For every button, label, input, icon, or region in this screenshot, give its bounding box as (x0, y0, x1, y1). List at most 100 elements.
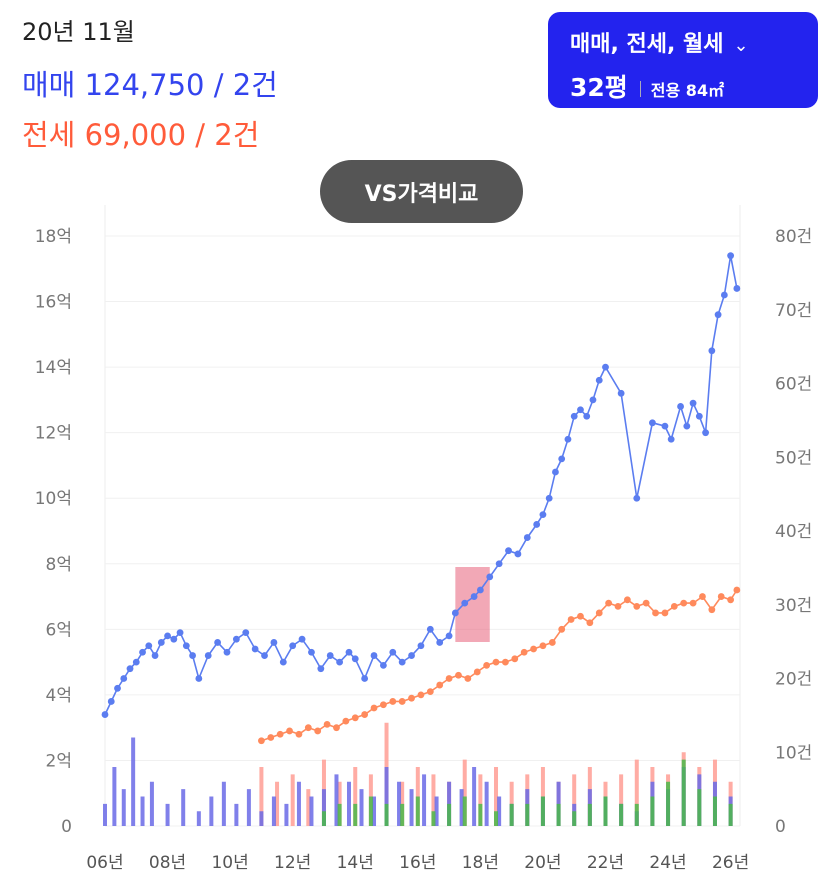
y2-tick-label: 0 (775, 817, 786, 837)
jeonse-volume-bar (306, 789, 311, 826)
sale-volume-bar (397, 781, 402, 826)
jeonse-price-point (614, 602, 622, 610)
y-tick-label: 6억 (46, 620, 72, 640)
sale-volume-bar (112, 767, 117, 826)
sale-price-point (539, 511, 547, 519)
wolse-volume-bar (540, 796, 545, 826)
wolse-volume-bar (603, 796, 608, 826)
chevron-down-icon: ⌄ (733, 35, 749, 56)
sale-price-point (649, 419, 656, 427)
sale-price-point (720, 291, 728, 299)
sale-price-point (708, 347, 716, 355)
sale-price-point (426, 625, 434, 633)
sale-price-point (552, 468, 559, 476)
y2-tick-label: 30건 (775, 596, 812, 616)
jeonse-price-point (426, 688, 434, 696)
sale-price-point (270, 639, 278, 646)
sale-price-point (120, 675, 128, 682)
wolse-volume-bar (447, 803, 452, 826)
sale-volume-bar (271, 796, 276, 826)
sale-price-point (223, 648, 231, 656)
jeonse-price-point (530, 645, 537, 653)
jeonse-volume-bar (462, 759, 467, 826)
wolse-volume-bar (681, 759, 686, 826)
sale-price-point (351, 655, 359, 663)
jeonse-price-point (623, 596, 631, 604)
sale-volume-bar (140, 796, 145, 826)
x-tick-label: 10년 (211, 853, 248, 873)
y-tick-label: 14억 (35, 358, 72, 378)
divider (639, 81, 641, 97)
jeonse-price-point (389, 698, 397, 705)
sale-volume-bar (296, 781, 301, 826)
sale-price-point (733, 285, 741, 292)
sale-price-point (157, 639, 165, 646)
sale-price-point (145, 642, 153, 650)
wolse-volume-bar (494, 811, 499, 826)
jeonse-volume-bar (619, 774, 624, 826)
y-tick-label: 12억 (35, 424, 72, 444)
jeonse-price-point (548, 639, 556, 646)
wolse-volume-bar (525, 803, 530, 826)
sale-price-point (379, 661, 387, 669)
sale-price-point (558, 455, 566, 463)
sale-price-point (577, 406, 584, 414)
y2-tick-label: 20건 (775, 670, 812, 690)
jeonse-price-point (577, 612, 584, 620)
y2-tick-label: 40건 (775, 522, 812, 542)
sale-volume-bar (321, 789, 326, 826)
wolse-volume-bar (368, 796, 373, 826)
wolse-volume-bar (572, 811, 577, 826)
sale-price-point (370, 652, 378, 659)
sale-volume-bar (384, 767, 389, 826)
sale-price-point (727, 252, 735, 260)
sale-price-point (445, 632, 453, 640)
wolse-volume-bar (415, 796, 420, 826)
jeonse-price-point (379, 701, 387, 709)
sale-price-point (505, 547, 512, 555)
wolse-volume-bar (712, 796, 717, 826)
y-tick-label: 8억 (46, 555, 72, 575)
jeonse-price-point (539, 642, 547, 650)
sale-price-point (261, 652, 268, 659)
sale-price-point (214, 639, 222, 646)
vs-compare-button[interactable]: VS가격비교 (320, 160, 523, 223)
sale-price-point (289, 642, 297, 650)
sale-price-point (132, 658, 140, 666)
jeonse-volume-bar (478, 774, 483, 826)
sale-price-point (689, 399, 697, 407)
sale-volume-bar (434, 796, 439, 826)
sale-price-point (514, 550, 522, 558)
jeonse-price-point (436, 681, 444, 689)
wolse-volume-bar (634, 803, 639, 826)
sale-volume-bar (484, 781, 489, 826)
sale-price-point (204, 652, 212, 659)
deal-type-selector[interactable]: 매매, 전세, 월세 ⌄ 32평 전용 84㎡ (548, 12, 818, 108)
wolse-volume-bar (321, 811, 326, 826)
x-tick-label: 06년 (86, 853, 123, 873)
jeonse-price-point (445, 675, 453, 682)
area-label: 전용 84㎡ (650, 81, 725, 100)
sale-price-point (545, 494, 553, 502)
x-tick-label: 22년 (587, 853, 624, 873)
sale-volume-bar (165, 803, 170, 826)
sale-price-point (495, 560, 503, 568)
sale-price-point (702, 429, 709, 437)
sale-price-point (408, 652, 415, 659)
sale-price-point (714, 311, 722, 319)
jeonse-price-point (680, 599, 688, 607)
x-tick-label: 14년 (337, 853, 374, 873)
sale-volume-bar (422, 774, 427, 826)
x-tick-label: 24년 (649, 853, 686, 873)
wolse-volume-bar (650, 796, 655, 826)
jeonse-price-point (567, 616, 575, 623)
wolse-volume-bar (619, 803, 624, 826)
sale-volume-bar (209, 796, 214, 826)
sale-price-point (114, 684, 121, 692)
jeonse-price-point (455, 671, 462, 679)
y-tick-label: 10억 (35, 489, 72, 509)
jeonse-price-point (586, 619, 594, 627)
jeonse-price-point (276, 730, 284, 738)
wolse-volume-bar (697, 789, 702, 826)
